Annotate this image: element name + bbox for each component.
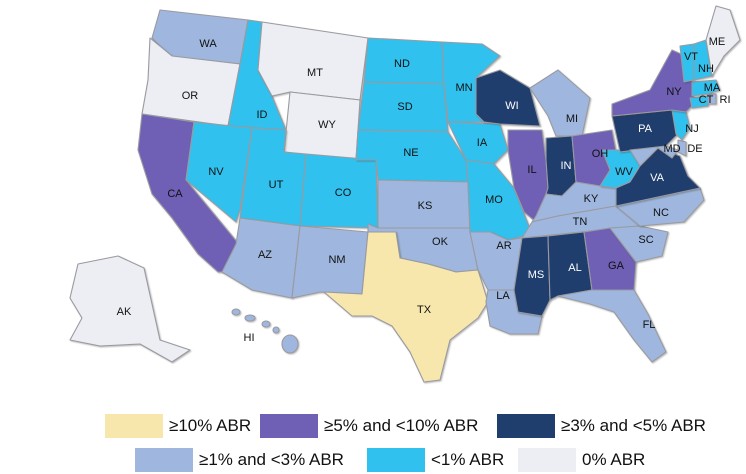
- label-or: OR: [182, 90, 199, 102]
- label-nv: NV: [208, 166, 224, 178]
- legend-item-3-5pct: ≥3% and <5% ABR: [497, 412, 706, 440]
- label-ne: NE: [403, 147, 418, 159]
- label-la: LA: [496, 290, 510, 302]
- legend-item-lt1pct: <1% ABR: [367, 446, 504, 474]
- state-fl: [557, 289, 667, 363]
- label-pa: PA: [638, 123, 653, 135]
- state-mt: [257, 21, 369, 101]
- label-in: IN: [561, 160, 572, 172]
- label-ny: NY: [666, 86, 682, 98]
- label-ok: OK: [432, 236, 449, 248]
- label-mn: MN: [455, 82, 472, 94]
- label-wv: WV: [615, 166, 633, 178]
- state-va: [615, 147, 701, 207]
- label-nm: NM: [328, 254, 345, 266]
- state-wi: [475, 69, 541, 127]
- label-wi: WI: [505, 100, 518, 112]
- label-nd: ND: [394, 58, 410, 70]
- label-ut: UT: [269, 179, 284, 191]
- legend-item-0pct: 0% ABR: [518, 446, 645, 474]
- label-ri: RI: [720, 94, 731, 106]
- label-az: AZ: [258, 249, 272, 261]
- state-nv: [185, 121, 253, 223]
- label-wy: WY: [318, 119, 336, 131]
- state-me: [705, 5, 741, 77]
- state-ia: [447, 121, 509, 165]
- state-sc: [609, 225, 669, 263]
- legend-label-10pct: ≥10% ABR: [169, 416, 252, 435]
- label-sd: SD: [397, 101, 412, 113]
- label-md: MD: [663, 143, 680, 155]
- label-ga: GA: [608, 260, 625, 272]
- label-ak: AK: [117, 306, 132, 318]
- label-mo: MO: [485, 194, 503, 206]
- label-ia: IA: [477, 137, 488, 149]
- label-nh: NH: [698, 63, 714, 75]
- label-ky: KY: [584, 193, 599, 205]
- legend-item-1-3pct: ≥1% and <3% ABR: [135, 446, 344, 474]
- label-wa: WA: [199, 38, 217, 50]
- label-ks: KS: [418, 200, 433, 212]
- label-de: DE: [687, 143, 702, 155]
- label-oh: OH: [592, 148, 609, 160]
- legend-label-5-10pct: ≥5% and <10% ABR: [324, 416, 479, 435]
- state-hi: [231, 308, 299, 354]
- label-nc: NC: [653, 207, 669, 219]
- us-states-map: WA OR CA ID NV MT WY UT CO AZ NM ND SD N…: [69, 5, 741, 383]
- label-ms: MS: [528, 269, 545, 281]
- legend-swatch-10pct: [105, 414, 163, 438]
- label-ca: CA: [167, 188, 183, 200]
- label-ar: AR: [496, 240, 511, 252]
- legend-swatch-5-10pct: [260, 414, 318, 438]
- state-ak: [69, 255, 191, 363]
- label-hi: HI: [244, 332, 255, 344]
- label-sc: SC: [638, 234, 653, 246]
- label-ct: CT: [699, 94, 714, 106]
- label-il: IL: [527, 164, 536, 176]
- legend-label-lt1pct: <1% ABR: [431, 450, 505, 469]
- label-al: AL: [568, 262, 581, 274]
- label-id: ID: [257, 109, 268, 121]
- label-vt: VT: [684, 51, 698, 63]
- label-mt: MT: [307, 67, 323, 79]
- legend-swatch-lt1pct: [367, 448, 425, 472]
- state-ga: [583, 227, 637, 291]
- legend-item-5-10pct: ≥5% and <10% ABR: [260, 412, 478, 440]
- state-tx: [323, 231, 489, 383]
- label-me: ME: [709, 36, 726, 48]
- label-tx: TX: [417, 304, 432, 316]
- legend-swatch-3-5pct: [497, 414, 555, 438]
- label-co: CO: [335, 187, 352, 199]
- state-ri: [707, 93, 717, 105]
- label-va: VA: [650, 172, 665, 184]
- label-mi: MI: [566, 113, 578, 125]
- label-nj: NJ: [685, 123, 698, 135]
- legend: ≥10% ABR ≥5% and <10% ABR ≥3% and <5% AB…: [0, 402, 746, 474]
- state-md: [629, 145, 679, 167]
- legend-label-3-5pct: ≥3% and <5% ABR: [561, 416, 706, 435]
- state-ma: [691, 79, 721, 97]
- legend-label-0pct: 0% ABR: [582, 450, 646, 469]
- label-ma: MA: [704, 82, 721, 94]
- state-ct: [689, 95, 709, 109]
- legend-swatch-0pct: [518, 448, 576, 472]
- legend-swatch-1-3pct: [135, 448, 193, 472]
- legend-label-1-3pct: ≥1% and <3% ABR: [199, 450, 344, 469]
- state-de: [677, 139, 687, 157]
- legend-item-10pct: ≥10% ABR: [105, 412, 251, 440]
- label-fl: FL: [643, 319, 656, 331]
- label-tn: TN: [573, 216, 588, 228]
